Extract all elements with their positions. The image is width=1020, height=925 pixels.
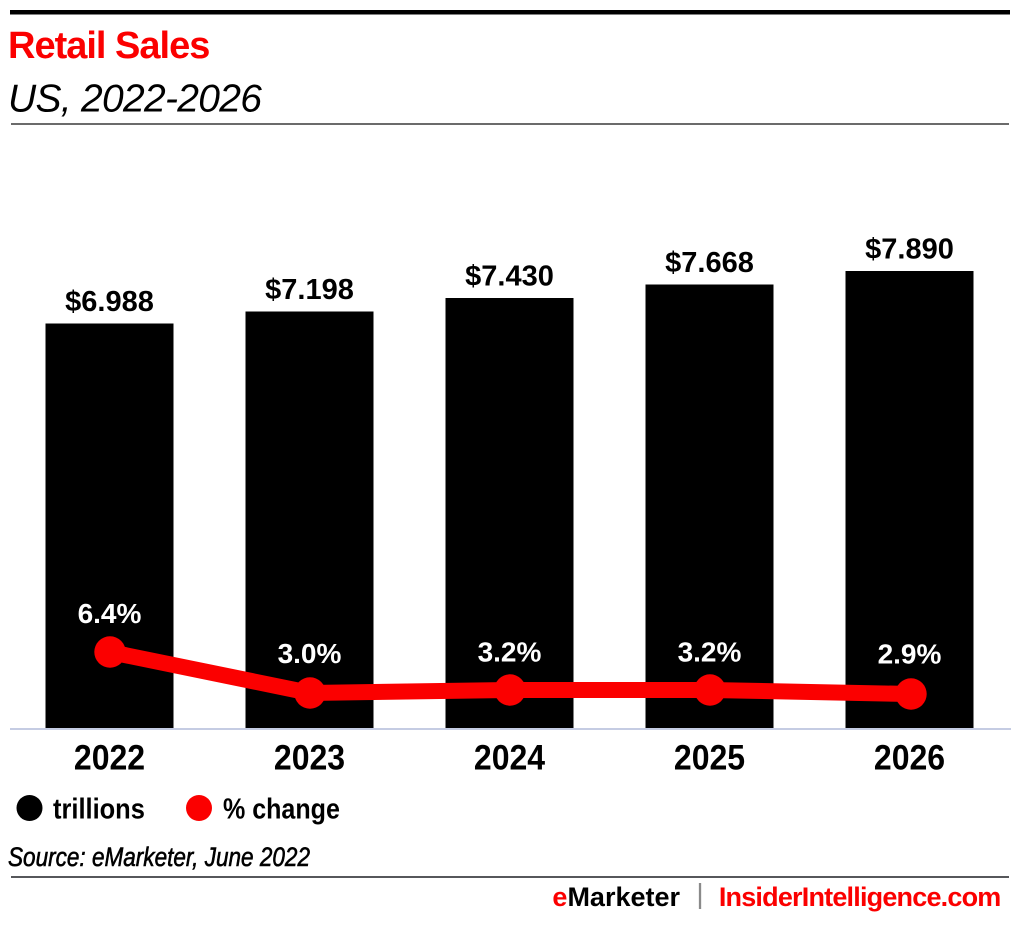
svg-text:2.9%: 2.9%	[878, 639, 942, 670]
svg-text:Retail Sales: Retail Sales	[8, 25, 209, 67]
svg-text:$7.668: $7.668	[665, 247, 754, 279]
svg-text:2022: 2022	[74, 739, 145, 778]
svg-text:2026: 2026	[874, 739, 945, 778]
svg-text:2023: 2023	[274, 739, 345, 778]
svg-text:2025: 2025	[674, 739, 745, 778]
svg-text:$7.430: $7.430	[465, 261, 554, 293]
svg-text:2024: 2024	[474, 739, 546, 778]
svg-text:Source: eMarketer, June 2022: Source: eMarketer, June 2022	[8, 843, 310, 872]
svg-text:% change: % change	[223, 792, 340, 825]
svg-text:$7.198: $7.198	[265, 274, 354, 306]
svg-text:3.2%: 3.2%	[678, 637, 742, 668]
svg-text:eMarketer: eMarketer	[552, 882, 680, 912]
svg-text:|: |	[696, 878, 703, 909]
svg-text:$7.890: $7.890	[865, 234, 954, 266]
svg-text:InsiderIntelligence.com: InsiderIntelligence.com	[719, 882, 1001, 912]
svg-text:3.2%: 3.2%	[478, 637, 542, 668]
svg-text:US, 2022-2026: US, 2022-2026	[8, 78, 262, 121]
svg-text:3.0%: 3.0%	[278, 638, 342, 669]
svg-text:trillions: trillions	[53, 792, 145, 825]
svg-text:$6.988: $6.988	[65, 286, 154, 318]
svg-text:6.4%: 6.4%	[78, 598, 142, 629]
